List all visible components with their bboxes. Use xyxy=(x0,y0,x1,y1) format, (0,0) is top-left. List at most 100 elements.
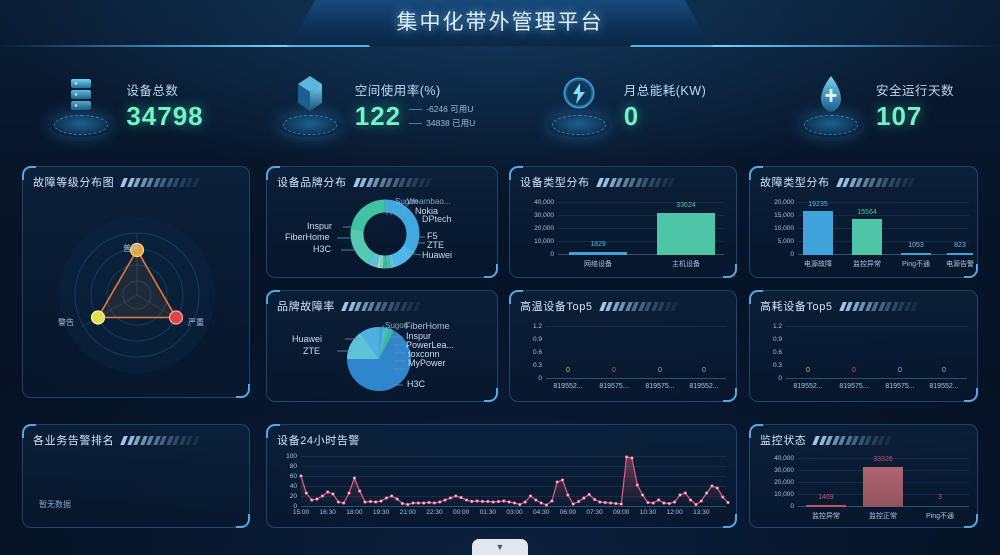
brand-label-huawei: Huawei xyxy=(422,250,453,260)
panel-fault-type[interactable]: 故障类型分布 20,000 15,000 10,000 5,000 0 1923… xyxy=(749,166,978,278)
y-tick: 0 xyxy=(538,375,542,382)
cube-space-icon xyxy=(275,71,345,141)
y-tick: 15,000 xyxy=(774,212,794,219)
panel-high-temp-top5[interactable]: 高温设备Top5 1.2 0.9 0.6 0.3 0 0 819552... 0… xyxy=(509,290,737,402)
bar-value-monitor-abnormal: 15564 xyxy=(857,209,877,216)
pie-label-zte: ZTE xyxy=(303,346,320,356)
y-tick: 0 xyxy=(790,503,794,510)
bar-host-device xyxy=(657,213,715,255)
energy-bolt-icon xyxy=(544,71,614,141)
panel-fault-level[interactable]: 故障等级分布图 xyxy=(22,166,250,398)
x-tick: 12:00 xyxy=(666,509,683,516)
pie-label-inspur: Inspur xyxy=(406,331,432,341)
bar-value-network-device: 1829 xyxy=(590,241,606,248)
bar-category-2: 819575... xyxy=(885,383,915,390)
kpi-pedestal-ring xyxy=(551,115,606,135)
fault-type-bar-chart: 20,000 15,000 10,000 5,000 0 19235 电源故障 … xyxy=(750,193,977,273)
kpi-available-u: -6246 可用U xyxy=(426,104,474,114)
header-center-plate xyxy=(290,0,710,46)
panel-decor-bars xyxy=(595,177,675,187)
fault-level-radar-chart: 普通 警告 严重 xyxy=(23,193,249,393)
device-brand-donut-chart: Inspur FiberHome H3C F5 ZTE Huawei Sugon… xyxy=(267,193,497,273)
kpi-space-usage[interactable]: 空间使用率(%) 122 -6246 可用U 34838 已用U xyxy=(250,60,500,152)
header-wing-left xyxy=(286,45,380,59)
brand-label-wearnbao: Wearnbao... xyxy=(407,197,451,206)
panel-monitor-status[interactable]: 监控状态 40,000 30,000 20,000 10,000 0 1469 … xyxy=(749,424,978,528)
y-tick: 0.3 xyxy=(532,362,542,369)
panel-high-power-top5[interactable]: 高耗设备Top5 1.2 0.9 0.6 0.3 0 0 819552... 0… xyxy=(749,290,978,402)
kpi-value: 34798 xyxy=(126,101,204,131)
header-line-right xyxy=(708,45,1000,47)
pie-label-foxconn: foxconn xyxy=(408,349,440,359)
y-tick: 100 xyxy=(286,453,297,460)
radar-axis-label-warning: 警告 xyxy=(58,318,74,327)
x-tick: 13:30 xyxy=(693,509,710,516)
panel-title: 高耗设备Top5 xyxy=(760,301,833,313)
brand-label-f5: F5 xyxy=(427,231,438,241)
panel-device-brand[interactable]: 设备品牌分布 xyxy=(266,166,498,278)
kpi-pedestal-ring xyxy=(54,115,109,135)
panel-decor-bars xyxy=(812,435,892,445)
radar-axis-label-normal: 普通 xyxy=(123,244,139,253)
y-tick: 10,000 xyxy=(774,225,794,232)
bar-monitor-abnormal xyxy=(806,504,846,507)
x-tick: 00:00 xyxy=(452,509,470,516)
panel-decor-bars xyxy=(341,301,421,311)
bar-category-ping-unreachable: Ping不通 xyxy=(925,513,954,520)
bar-value-monitor-abnormal: 1469 xyxy=(818,494,834,501)
panel-device-type[interactable]: 设备类型分布 40,000 30,000 20,000 10,000 0 182… xyxy=(509,166,737,278)
bar-value-3: 0 xyxy=(942,367,946,374)
panel-title: 高温设备Top5 xyxy=(520,301,593,313)
alarm-line-series xyxy=(299,455,730,507)
header-wing-right xyxy=(620,45,714,59)
empty-state-text: 暂无数据 xyxy=(39,500,71,509)
bar-value-power-alarm: 823 xyxy=(954,242,966,249)
panel-brand-fault-rate[interactable]: 品牌故障率 xyxy=(266,290,498,402)
y-tick: 80 xyxy=(289,463,297,470)
bar-network-device xyxy=(569,252,627,255)
kpi-value: 0 xyxy=(623,101,640,131)
bar-value-ping-unreachable: 3 xyxy=(938,494,942,501)
y-tick: 0 xyxy=(293,503,297,510)
kpi-monthly-energy[interactable]: 月总能耗(KW) 0 xyxy=(500,60,750,152)
y-tick: 0.9 xyxy=(532,336,542,343)
service-alarm-rank-body: 暂无数据 xyxy=(23,451,249,523)
y-tick: 20,000 xyxy=(774,199,794,206)
header-line-left xyxy=(0,45,292,47)
x-tick: 03:00 xyxy=(506,509,523,516)
radar-axis-label-severe: 严重 xyxy=(188,318,204,327)
y-tick: 20,000 xyxy=(774,479,794,486)
kpi-pedestal-ring xyxy=(803,115,858,135)
bar-category-monitor-abnormal: 监控异常 xyxy=(853,261,881,268)
kpi-used-u: 34838 已用U xyxy=(426,118,476,128)
y-tick: 10,000 xyxy=(774,491,794,498)
brand-fault-rate-pie-chart: Huawei ZTE H3C Inspur PowerLea... foxcon… xyxy=(267,317,497,397)
panel-title: 故障等级分布图 xyxy=(33,177,115,189)
kpi-safe-days[interactable]: 安全运行天数 107 xyxy=(750,60,1000,152)
y-tick: 40 xyxy=(289,483,297,490)
high-power-top5-bar-chart: 1.2 0.9 0.6 0.3 0 0 819552... 0 819575..… xyxy=(750,317,977,397)
panel-alarm-24h[interactable]: 设备24小时告警 100 80 60 40 20 0 15:00 16:30 18:… xyxy=(266,424,737,528)
panel-service-alarm-rank[interactable]: 各业务告警排名 暂无数据 xyxy=(22,424,250,528)
kpi-strip: 设备总数 34798 xyxy=(0,60,1000,152)
brand-label-dptech: DPtech xyxy=(422,214,452,224)
panel-title: 品牌故障率 xyxy=(277,301,335,313)
panel-title: 设备类型分布 xyxy=(520,177,590,189)
y-tick: 0.3 xyxy=(772,362,782,369)
pie-label-mypower: MyPower xyxy=(408,358,446,368)
panel-title: 监控状态 xyxy=(760,435,807,447)
collapse-panel-button[interactable]: ▼ xyxy=(472,539,528,555)
bar-value-0: 0 xyxy=(566,367,570,374)
x-tick: 22:30 xyxy=(426,509,443,516)
kpi-device-total[interactable]: 设备总数 34798 xyxy=(0,60,250,152)
pie-label-sugon: Sugon xyxy=(385,321,409,330)
bar-category-1: 819575... xyxy=(839,383,869,390)
bar-value-0: 0 xyxy=(806,367,810,374)
kpi-label: 安全运行天数 xyxy=(875,84,954,98)
page-title: 集中化带外管理平台 xyxy=(396,11,604,34)
panel-title: 各业务告警排名 xyxy=(33,435,115,447)
x-tick: 06:00 xyxy=(559,509,577,516)
y-tick: 0.9 xyxy=(772,336,782,343)
bar-monitor-normal xyxy=(863,466,903,507)
